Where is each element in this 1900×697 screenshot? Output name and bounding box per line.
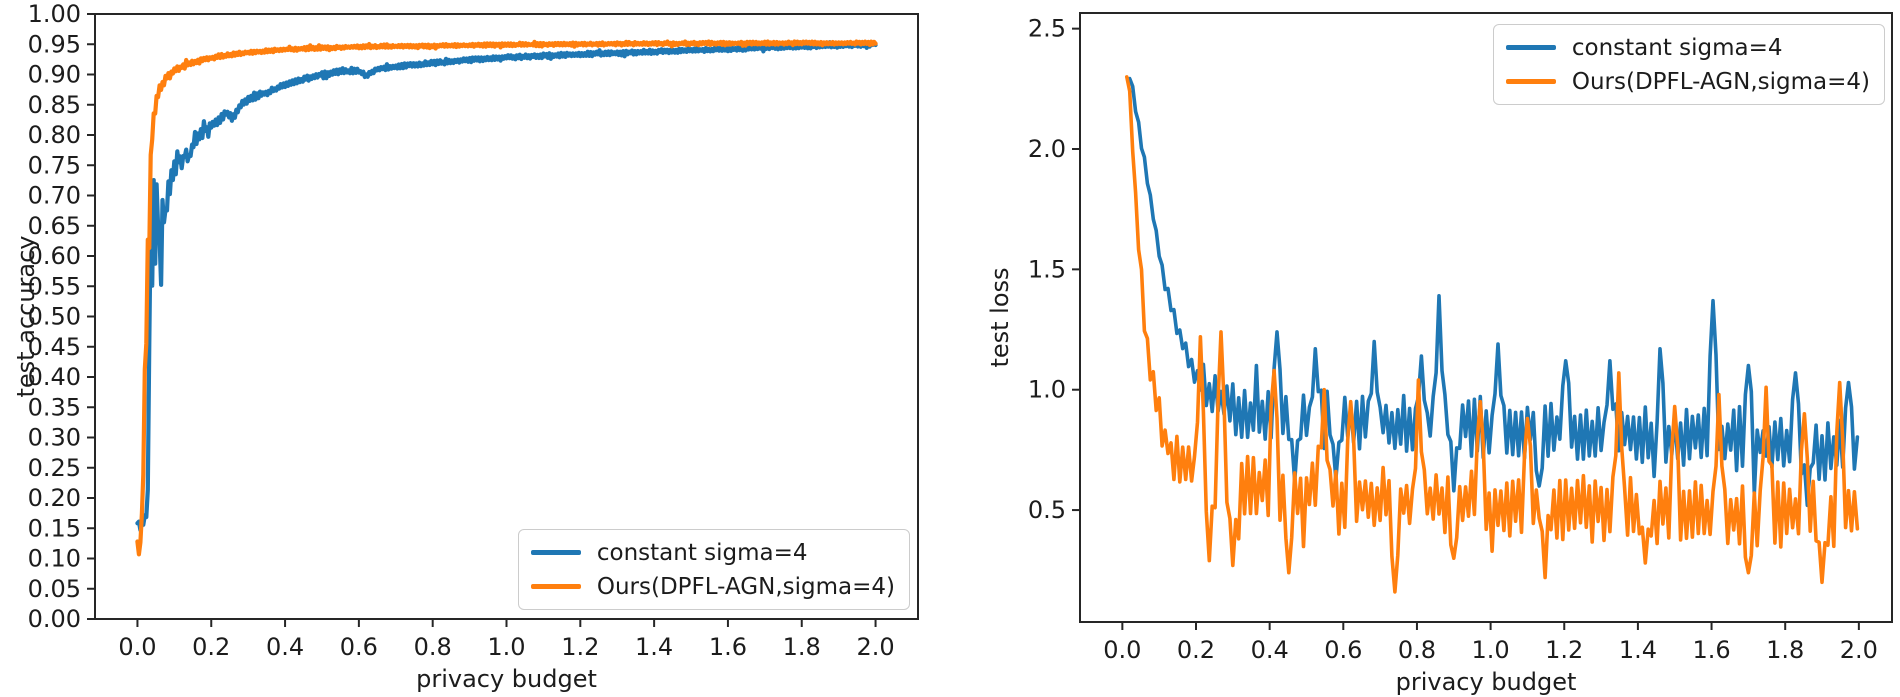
x-tick-label: 1.4 [635,633,673,661]
y-tick-label: 0.70 [28,182,81,210]
series-line-ours-dpfl-agn-sigma-4- [135,39,878,557]
y-tick-label: 0.90 [28,61,81,89]
series-line-constant-sigma-4 [1127,76,1860,508]
axes-frame [1079,12,1893,623]
legend-label: constant sigma=4 [596,539,808,566]
loss-subplot: 0.0 0.2 0.4 0.6 0.8 1.0 1.2 1.4 1.6 1.8 2.0 0.5 1.0 1… [950,0,1900,697]
x-tick-label: 0.4 [266,633,304,661]
legend-line-sample [1505,45,1556,50]
legend-entry: Ours(DPFL-AGN,sigma=4) [1505,66,1870,97]
y-axis-label: test loss [986,267,1014,367]
x-tick-label: 1.6 [709,633,747,661]
x-tick-label: 0.2 [1177,636,1215,664]
x-tick-label: 1.0 [1472,636,1510,664]
y-tick-label: 0.60 [28,242,81,270]
x-tick-label: 0.6 [340,633,378,661]
x-tick-label: 0.8 [414,633,452,661]
x-tick-label: 0.8 [1398,636,1436,664]
legend-label: Ours(DPFL-AGN,sigma=4) [596,573,895,600]
y-tick-label: 0.00 [28,605,81,633]
y-tick-label: 0.75 [28,151,81,179]
y-tick-label: 0.20 [28,484,81,512]
loss-chart-svg: 0.0 0.2 0.4 0.6 0.8 1.0 1.2 1.4 1.6 1.8 2.0 0.5 1.0 1… [986,12,1893,696]
y-axis-label: test accuracy [12,236,40,398]
x-axis-label: privacy budget [416,665,597,693]
legend-entry: constant sigma=4 [530,537,895,568]
y-tick-label: 2.0 [1028,135,1066,163]
y-tick-label: 0.45 [28,333,81,361]
x-tick-label: 0.4 [1251,636,1289,664]
y-tick-label: 0.30 [28,424,81,452]
y-tick-label: 0.50 [28,303,81,331]
y-tick-label: 1.00 [28,0,81,28]
legend-line-sample [530,550,581,555]
legend-entry: constant sigma=4 [1505,32,1870,63]
legend-line-sample [530,584,581,589]
y-tick-label: 0.55 [28,272,81,300]
accuracy-subplot: 0.0 0.2 0.4 0.6 0.8 1.0 1.2 1.4 1.6 1.8 2.0 0.00 0.0… [12,0,919,693]
legend-entry: Ours(DPFL-AGN,sigma=4) [530,571,895,602]
y-tick-label: 0.10 [28,545,81,573]
y-tick-label: 0.65 [28,212,81,240]
x-tick-label: 1.6 [1692,636,1730,664]
x-tick-label: 1.4 [1619,636,1657,664]
legend-label: constant sigma=4 [1571,34,1783,61]
y-tick-label: 0.95 [28,30,81,58]
x-axis-label: privacy budget [1396,668,1577,696]
x-tick-label: 2.0 [856,633,894,661]
series-line-ours-dpfl-agn-sigma-4- [1125,75,1860,594]
y-tick-label: 1.5 [1028,255,1066,283]
y-tick-label: 0.5 [1028,496,1066,524]
legend-label: Ours(DPFL-AGN,sigma=4) [1571,68,1870,95]
y-tick-label: 0.15 [28,514,81,542]
x-tick-label: 1.8 [1766,636,1804,664]
x-tick-label: 0.0 [118,633,156,661]
y-tick-label: 0.25 [28,454,81,482]
loss-legend: constant sigma=4 Ours(DPFL-AGN,sigma=4) [1492,24,1885,105]
x-tick-label: 1.8 [783,633,821,661]
x-tick-label: 0.2 [192,633,230,661]
legend-line-sample [1505,79,1556,84]
y-tick-label: 2.5 [1028,15,1066,43]
x-tick-label: 1.2 [1545,636,1583,664]
y-tick-label: 0.35 [28,393,81,421]
x-tick-label: 1.2 [561,633,599,661]
y-tick-label: 0.40 [28,363,81,391]
x-tick-label: 0.6 [1324,636,1362,664]
x-tick-label: 1.0 [487,633,525,661]
y-tick-label: 1.0 [1028,376,1066,404]
y-tick-label: 0.85 [28,91,81,119]
accuracy-legend: constant sigma=4 Ours(DPFL-AGN,sigma=4) [517,529,910,610]
y-tick-label: 0.80 [28,121,81,149]
series-line-constant-sigma-4 [135,40,878,533]
accuracy-chart-svg: 0.0 0.2 0.4 0.6 0.8 1.0 1.2 1.4 1.6 1.8 2.0 0.000.0… [12,0,919,693]
x-tick-label: 0.0 [1103,636,1141,664]
y-tick-label: 0.05 [28,575,81,603]
x-tick-label: 2.0 [1840,636,1878,664]
